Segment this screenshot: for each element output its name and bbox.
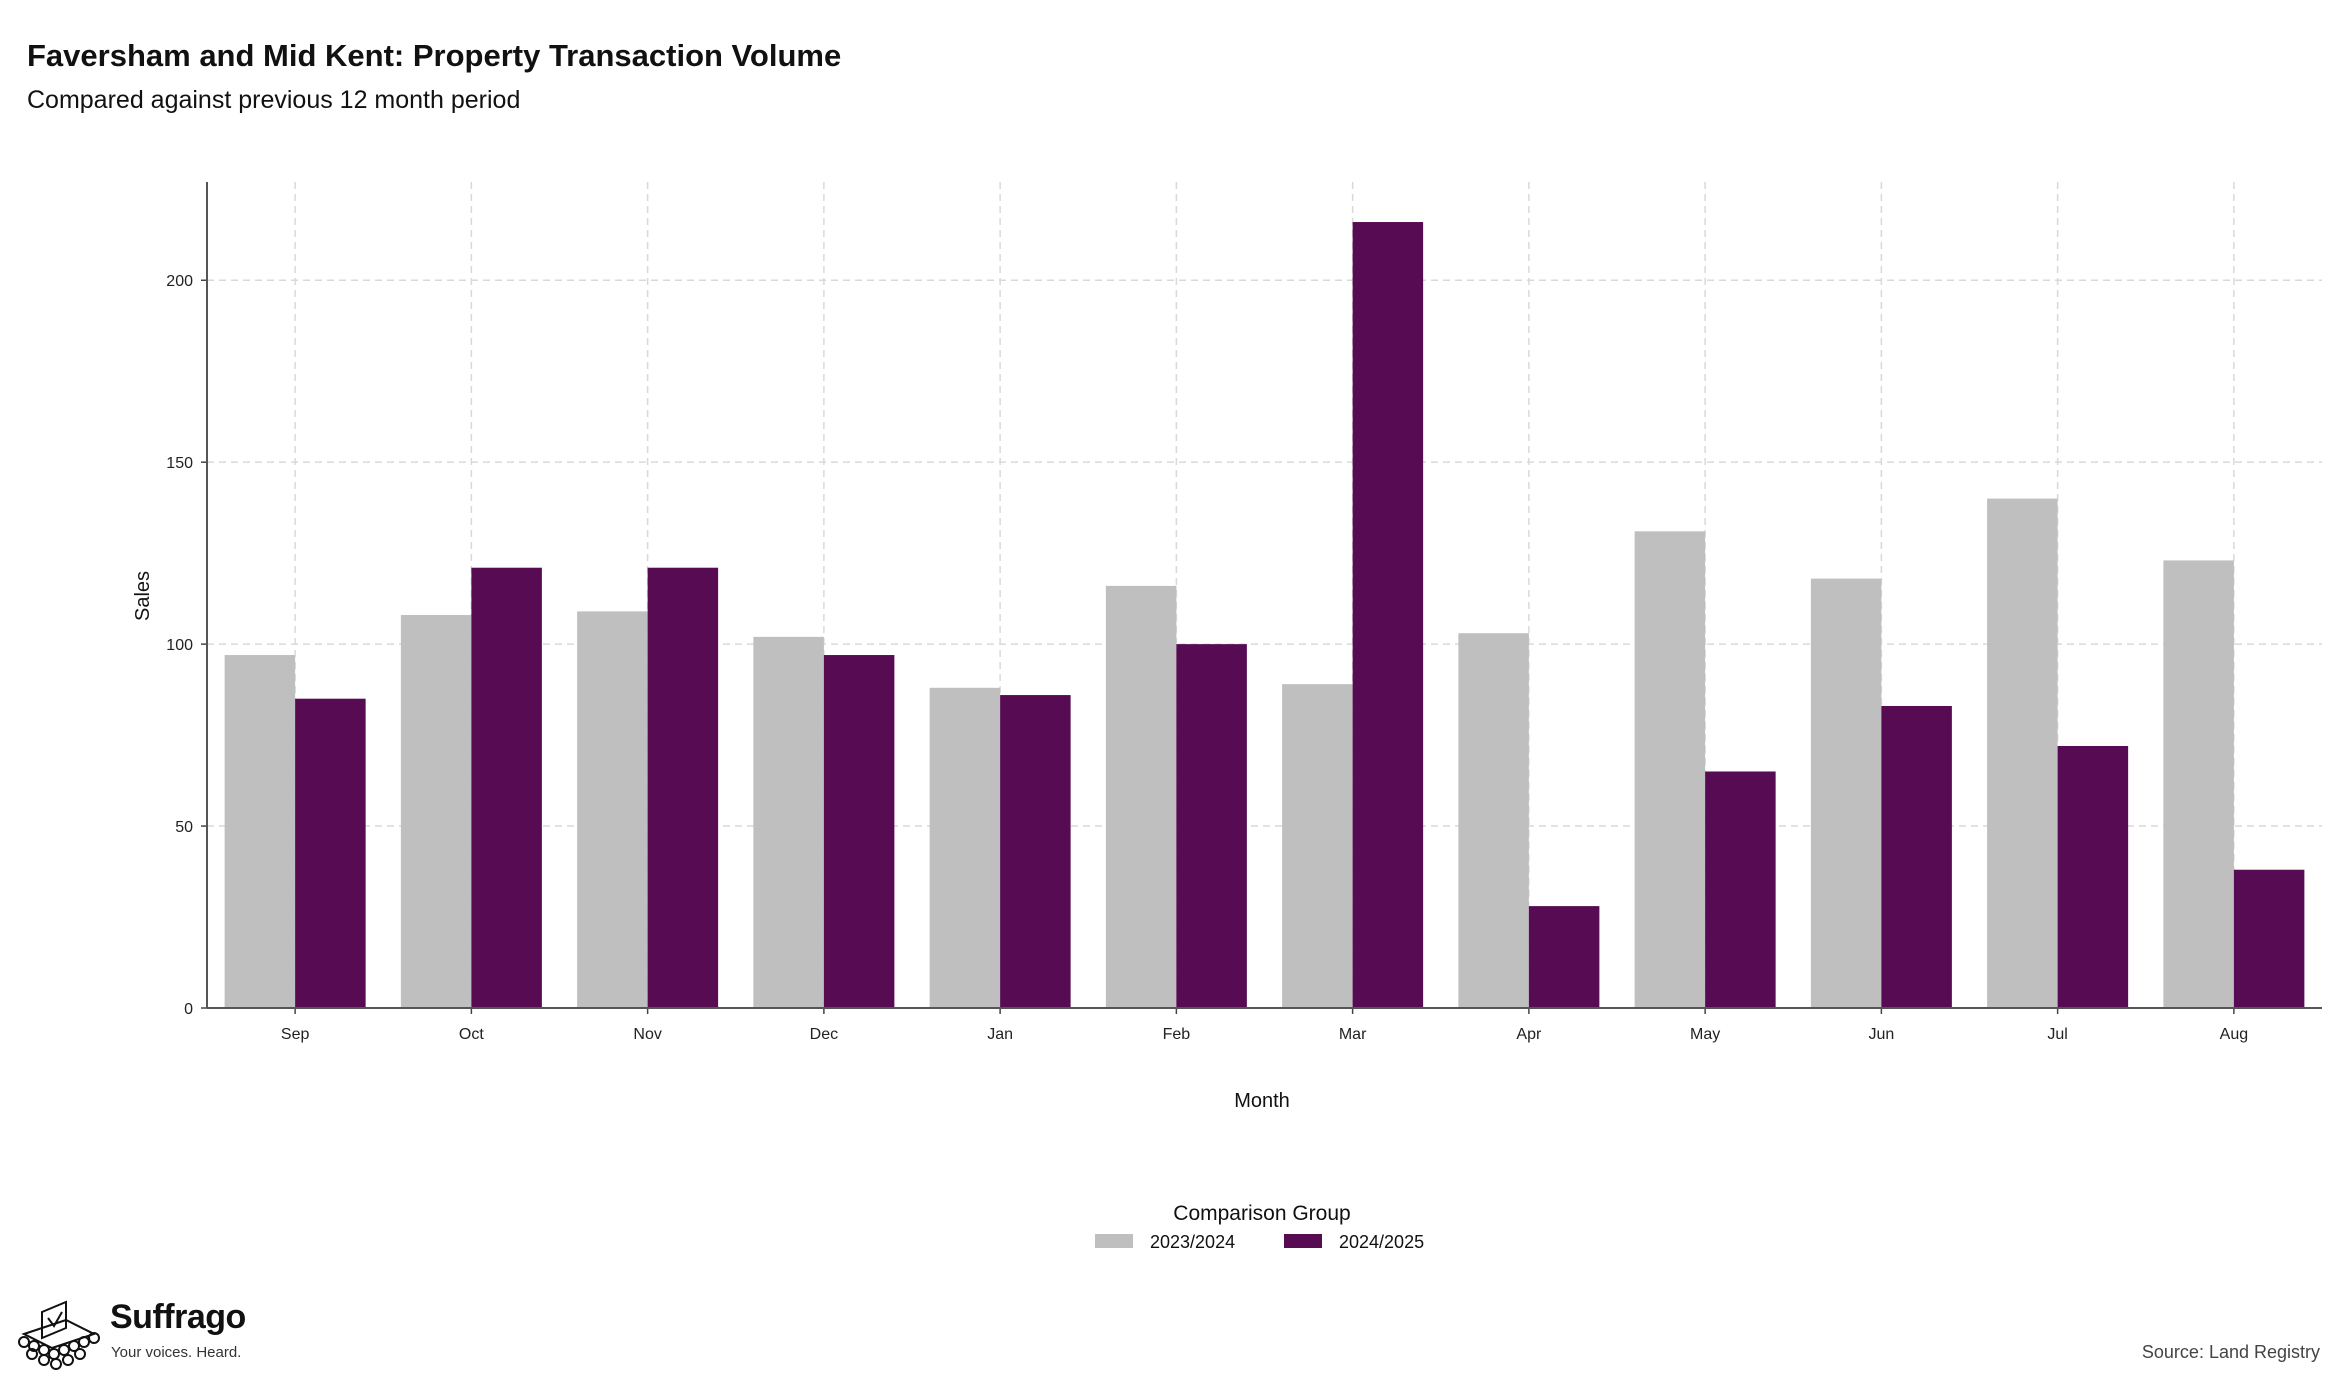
chart-subtitle: Compared against previous 12 month perio… [27, 86, 521, 114]
axes [201, 182, 2322, 1014]
suffrago-logo-icon [18, 1300, 100, 1370]
brand-tagline: Your voices. Heard. [111, 1344, 242, 1361]
bar-2024-2025-feb [1176, 644, 1247, 1008]
bar-2023-2024-aug [2163, 560, 2234, 1008]
x-tick-label-may: May [1690, 1026, 1720, 1043]
y-tick-label: 0 [184, 1001, 193, 1018]
bar-2024-2025-jun [1881, 705, 1952, 1008]
legend-title: Comparison Group [1173, 1202, 1350, 1225]
y-tick-label: 100 [166, 637, 193, 654]
x-tick-label-oct: Oct [459, 1026, 484, 1043]
bar-2024-2025-sep [295, 698, 366, 1008]
x-tick-label-jun: Jun [1868, 1026, 1894, 1043]
bars [224, 222, 2305, 1008]
bar-2024-2025-nov [647, 567, 719, 1008]
x-tick-label-jul: Jul [2047, 1026, 2067, 1043]
bar-2023-2024-jan [929, 687, 1001, 1008]
bar-2024-2025-oct [471, 567, 542, 1008]
legend-label-2024-2025: 2024/2025 [1339, 1232, 1424, 1252]
chart-title: Faversham and Mid Kent: Property Transac… [27, 38, 842, 73]
source-note: Source: Land Registry [2141, 1342, 2320, 1362]
brand-name: Suffrago [110, 1298, 246, 1336]
y-tick-label: 200 [166, 273, 193, 290]
legend-label-2023-2024: 2023/2024 [1150, 1232, 1235, 1252]
y-axis-title: Sales [132, 571, 154, 621]
bar-2024-2025-apr [1528, 906, 1600, 1008]
bar-2023-2024-dec [753, 636, 824, 1008]
bar-2023-2024-mar [1282, 684, 1353, 1008]
legend-swatch-2023-2024 [1095, 1234, 1133, 1248]
x-tick-label-apr: Apr [1516, 1026, 1542, 1043]
bar-2024-2025-jul [2057, 746, 2129, 1008]
bar-2024-2025-dec [823, 655, 895, 1008]
bar-2024-2025-may [1705, 771, 1776, 1008]
bar-2023-2024-oct [400, 615, 472, 1008]
x-tick-label-dec: Dec [810, 1026, 838, 1043]
bar-2023-2024-jun [1810, 578, 1882, 1008]
tick-labels: 0 50 100 150 200 Sep Oct Nov Dec Jan Feb Mar Apr May J… [166, 273, 2248, 1043]
y-tick-label: 50 [175, 819, 193, 836]
x-tick-label-nov: Nov [633, 1026, 661, 1043]
bar-2024-2025-jan [1000, 695, 1071, 1008]
bar-2023-2024-nov [577, 611, 648, 1008]
y-tick-label: 150 [166, 455, 193, 472]
bar-2023-2024-sep [224, 655, 296, 1008]
legend: Comparison Group 2023/2024 2024/2025 [1095, 1202, 1424, 1252]
bar-2023-2024-may [1634, 531, 1706, 1008]
x-axis-title: Month [1234, 1090, 1290, 1112]
bar-2024-2025-aug [2233, 869, 2305, 1008]
x-tick-label-mar: Mar [1339, 1026, 1367, 1043]
bar-2023-2024-jul [1987, 498, 2058, 1008]
bar-2023-2024-feb [1105, 585, 1177, 1008]
x-tick-label-sep: Sep [281, 1026, 310, 1043]
bar-2024-2025-mar [1352, 222, 1424, 1008]
bar-2023-2024-apr [1458, 633, 1529, 1008]
x-tick-label-jan: Jan [987, 1026, 1013, 1043]
legend-swatch-2024-2025 [1284, 1234, 1322, 1248]
x-tick-label-aug: Aug [2220, 1026, 2248, 1043]
x-tick-label-feb: Feb [1163, 1026, 1191, 1043]
